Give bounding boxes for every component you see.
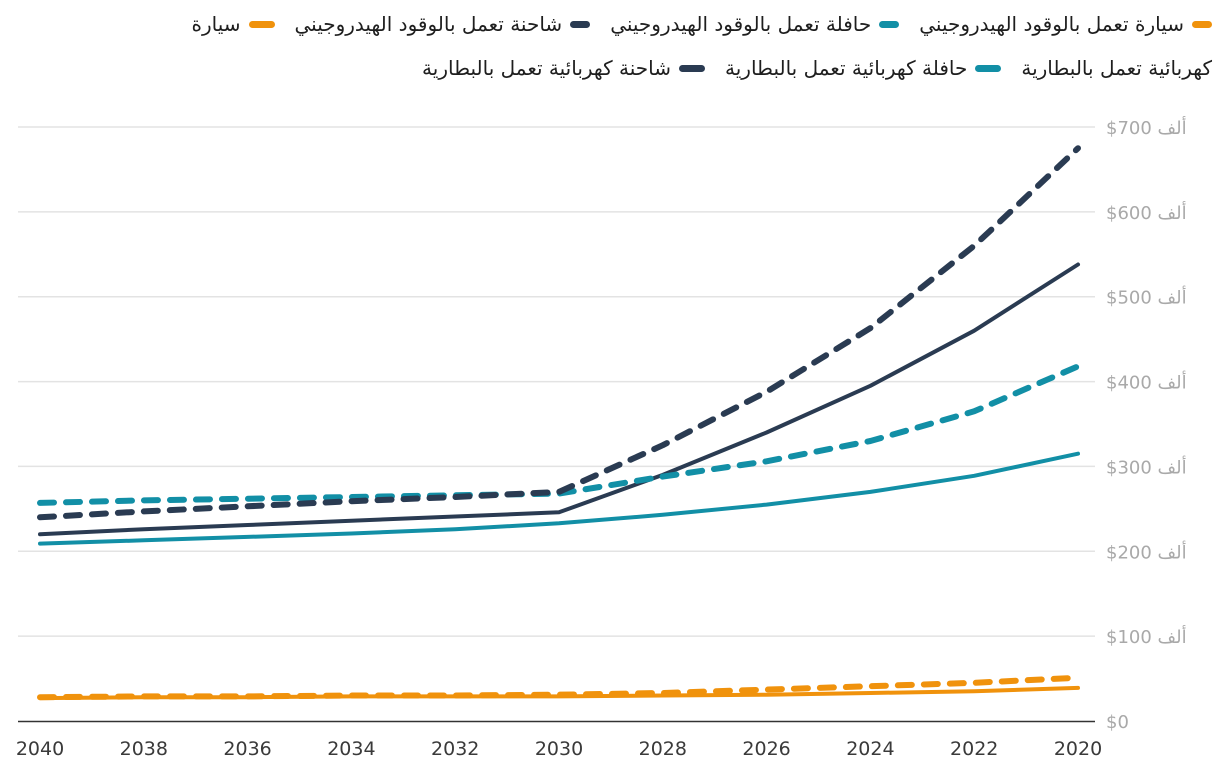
- legend-item-hydrogen-bus: حافلة تعمل بالوقود الهيدروجيني: [610, 12, 900, 36]
- y-tick-label: $100 ألف: [1106, 625, 1187, 648]
- x-tick-label: 2034: [327, 738, 375, 760]
- y-tick-label: $600 ألف: [1106, 201, 1187, 224]
- x-tick-label: 2030: [535, 738, 583, 760]
- legend-item-battery-truck: شاحنة كهربائية تعمل بالبطارية: [422, 56, 705, 80]
- legend-label-battery-car-part1: سيارة: [191, 12, 241, 36]
- series-line-1: [37, 674, 1081, 701]
- x-tick-label: 2026: [742, 738, 790, 760]
- legend-item-hydrogen-truck: شاحنة تعمل بالوقود الهيدروجيني: [295, 12, 591, 36]
- x-tick-label: 2022: [950, 738, 998, 760]
- x-tick-label: 2038: [120, 738, 168, 760]
- legend-swatch-battery-truck: [679, 64, 705, 72]
- legend-row-2: كهربائية تعمل بالبطارية حافلة كهربائية ت…: [422, 56, 1212, 80]
- legend-item-battery-car-part2: كهربائية تعمل بالبطارية: [1021, 56, 1212, 80]
- x-tick-label: 2032: [431, 738, 479, 760]
- legend-item-battery-bus: حافلة كهربائية تعمل بالبطارية: [725, 56, 1002, 80]
- legend-swatch-hydrogen-car: [1192, 20, 1212, 28]
- y-tick-label: $0: [1106, 712, 1129, 733]
- legend-label-hydrogen-truck: شاحنة تعمل بالوقود الهيدروجيني: [294, 12, 563, 36]
- y-tick-label: $700 ألف: [1106, 116, 1187, 139]
- legend-label-battery-car-part2: كهربائية تعمل بالبطارية: [1021, 56, 1212, 80]
- gridlines: [18, 126, 1095, 637]
- legend-item-hydrogen-car: سيارة تعمل بالوقود الهيدروجيني: [919, 12, 1212, 36]
- legend-swatch-battery-car: [248, 20, 275, 28]
- y-tick-label: $500 ألف: [1106, 286, 1187, 309]
- x-tick-label: 2036: [223, 738, 271, 760]
- legend-swatch-hydrogen-truck: [570, 20, 591, 28]
- legend-row-1: سيارة تعمل بالوقود الهيدروجيني حافلة تعم…: [191, 12, 1212, 36]
- series-line-6: [38, 262, 1080, 537]
- legend-label-hydrogen-car: سيارة تعمل بالوقود الهيدروجيني: [919, 12, 1184, 36]
- x-tick-label: 2024: [846, 738, 894, 760]
- legend-label-battery-bus: حافلة كهربائية تعمل بالبطارية: [725, 56, 968, 80]
- series-line-5: [38, 451, 1080, 546]
- legend-item-battery-car-part1: سيارة: [191, 12, 275, 36]
- legend-swatch-hydrogen-bus: [879, 20, 900, 28]
- x-tick-label: 2040: [16, 738, 64, 760]
- legend-swatch-battery-bus: [975, 64, 1002, 72]
- x-tick-label: 2020: [1054, 738, 1102, 760]
- y-tick-label: $300 ألف: [1106, 455, 1187, 478]
- series-line-3: [37, 145, 1081, 521]
- legend-label-hydrogen-bus: حافلة تعمل بالوقود الهيدروجيني: [610, 12, 872, 36]
- legend-label-battery-truck: شاحنة كهربائية تعمل بالبطارية: [422, 56, 671, 80]
- series-lines: [37, 145, 1081, 701]
- x-tick-label: 2028: [639, 738, 687, 760]
- x-axis-ticks: 2040 2038 2036 2034 2032 2030 2028 2026 2024 2022…: [16, 738, 1102, 760]
- y-tick-label: $400 ألف: [1106, 371, 1187, 394]
- y-axis-ticks: $0 $100 ألف $200 ألف $300 ألف $400 ألف $500 أ…: [1106, 116, 1187, 733]
- y-tick-label: $200 ألف: [1106, 540, 1187, 563]
